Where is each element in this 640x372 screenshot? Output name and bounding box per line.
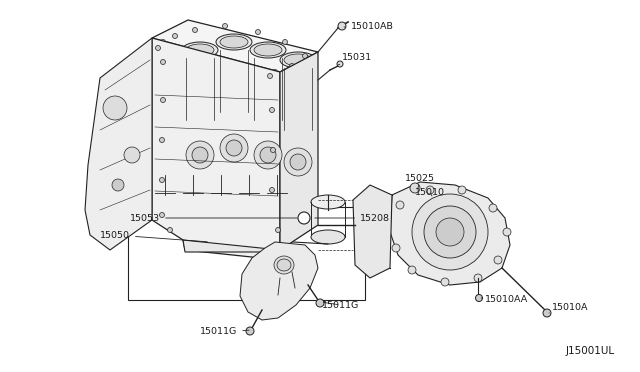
Circle shape [173, 33, 177, 38]
Circle shape [260, 147, 276, 163]
Circle shape [282, 39, 287, 45]
Circle shape [182, 58, 188, 62]
Circle shape [226, 140, 242, 156]
Circle shape [273, 70, 278, 74]
Circle shape [396, 201, 404, 209]
Circle shape [410, 183, 420, 193]
Circle shape [426, 186, 434, 194]
Circle shape [275, 246, 280, 250]
Circle shape [192, 147, 208, 163]
Circle shape [220, 134, 248, 162]
Circle shape [408, 266, 416, 274]
Circle shape [424, 206, 476, 258]
Text: J15001UL: J15001UL [565, 346, 614, 356]
Circle shape [290, 154, 306, 170]
Circle shape [223, 23, 227, 29]
Circle shape [269, 108, 275, 112]
Circle shape [112, 179, 124, 191]
Text: 15010AA: 15010AA [481, 295, 528, 305]
Ellipse shape [182, 42, 218, 58]
Circle shape [474, 274, 482, 282]
Circle shape [161, 97, 166, 103]
Circle shape [159, 212, 164, 218]
Text: 15010AB: 15010AB [344, 22, 394, 31]
Ellipse shape [311, 195, 345, 209]
Ellipse shape [280, 52, 316, 68]
Polygon shape [152, 20, 318, 72]
Text: 15011G: 15011G [200, 327, 249, 337]
Circle shape [436, 218, 464, 246]
Circle shape [212, 65, 218, 71]
Ellipse shape [186, 44, 214, 56]
Circle shape [159, 138, 164, 142]
Circle shape [338, 22, 346, 30]
Polygon shape [85, 38, 152, 250]
Circle shape [186, 141, 214, 169]
Circle shape [161, 39, 166, 45]
Circle shape [503, 228, 511, 236]
Circle shape [271, 148, 275, 153]
Polygon shape [390, 182, 510, 285]
Ellipse shape [220, 36, 248, 48]
Text: 15208: 15208 [315, 214, 390, 222]
Circle shape [161, 60, 166, 64]
Circle shape [284, 148, 312, 176]
Circle shape [316, 299, 324, 307]
Circle shape [412, 194, 488, 270]
Circle shape [289, 64, 294, 68]
Ellipse shape [311, 230, 345, 244]
Circle shape [303, 54, 307, 58]
Text: 15053: 15053 [130, 214, 297, 222]
Circle shape [254, 141, 282, 169]
Polygon shape [183, 240, 282, 252]
Polygon shape [152, 38, 285, 260]
Circle shape [159, 177, 164, 183]
Circle shape [268, 74, 273, 78]
Text: 15050: 15050 [100, 231, 207, 242]
Polygon shape [240, 242, 318, 320]
Ellipse shape [250, 42, 286, 58]
Circle shape [489, 204, 497, 212]
Bar [128, 207, 365, 300]
Circle shape [269, 187, 275, 192]
Circle shape [494, 256, 502, 264]
Text: 15011G: 15011G [322, 301, 359, 310]
Circle shape [156, 45, 161, 51]
Polygon shape [353, 185, 392, 278]
Circle shape [103, 96, 127, 120]
Circle shape [476, 295, 483, 301]
Ellipse shape [216, 34, 252, 50]
Circle shape [458, 186, 466, 194]
Text: 15010: 15010 [415, 187, 445, 196]
Circle shape [124, 147, 140, 163]
Circle shape [441, 278, 449, 286]
Circle shape [255, 29, 260, 35]
Ellipse shape [277, 259, 291, 271]
Circle shape [246, 327, 254, 335]
Circle shape [543, 309, 551, 317]
Circle shape [275, 228, 280, 232]
Ellipse shape [274, 256, 294, 274]
Circle shape [337, 61, 343, 67]
Circle shape [392, 244, 400, 252]
Ellipse shape [254, 44, 282, 56]
Ellipse shape [284, 54, 312, 66]
Circle shape [193, 28, 198, 32]
Text: 15010A: 15010A [549, 304, 589, 313]
Circle shape [168, 228, 173, 232]
Text: 15025: 15025 [405, 173, 435, 188]
Circle shape [163, 51, 168, 57]
Polygon shape [280, 52, 318, 250]
Text: 15031: 15031 [338, 52, 372, 65]
Circle shape [298, 212, 310, 224]
Circle shape [246, 70, 250, 74]
